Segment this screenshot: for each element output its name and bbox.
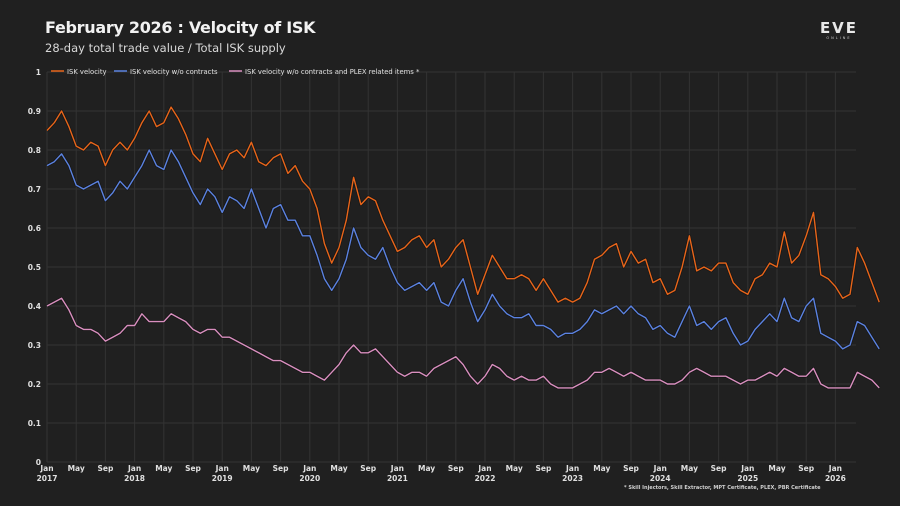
x-tick-year: 2026 bbox=[825, 474, 846, 483]
x-tick-month: Jan bbox=[390, 464, 404, 473]
chart-subtitle: 28-day total trade value / Total ISK sup… bbox=[45, 41, 286, 55]
y-axis-ticks: 0 0.1 0.2 0.3 0.4 0.5 0.6 0.7 0.8 0.9 1 bbox=[28, 68, 41, 467]
x-tick-month: Sep bbox=[711, 464, 727, 473]
series-shadow bbox=[46, 148, 881, 351]
x-tick-month: Sep bbox=[623, 464, 639, 473]
grid-lines bbox=[46, 71, 856, 463]
x-tick-month: Sep bbox=[185, 464, 201, 473]
x-tick-month: Sep bbox=[273, 464, 289, 473]
x-tick-year: 2024 bbox=[650, 474, 671, 483]
x-tick-month: Jan bbox=[653, 464, 667, 473]
logo-sub-text: ONLINE bbox=[826, 36, 852, 40]
y-tick-label: 0.3 bbox=[28, 341, 41, 350]
footnote: * Skill Injectors, Skill Extractor, MPT … bbox=[624, 485, 821, 491]
x-tick-month: Jan bbox=[302, 464, 316, 473]
x-tick-year: 2023 bbox=[562, 474, 583, 483]
x-tick-month: Sep bbox=[798, 464, 814, 473]
y-tick-label: 0.8 bbox=[28, 146, 41, 155]
x-tick-month: Sep bbox=[448, 464, 464, 473]
y-tick-label: 0.6 bbox=[28, 224, 41, 233]
x-tick-month: Jan bbox=[565, 464, 579, 473]
series-line-1 bbox=[46, 106, 880, 303]
x-tick-month: May bbox=[68, 464, 85, 473]
x-tick-month: May bbox=[593, 464, 610, 473]
y-tick-label: 1 bbox=[36, 68, 41, 77]
x-tick-year: 2021 bbox=[387, 474, 408, 483]
x-tick-month: May bbox=[681, 464, 698, 473]
x-tick-year: 2018 bbox=[124, 474, 145, 483]
x-tick-month: May bbox=[418, 464, 435, 473]
series-line-2 bbox=[46, 149, 880, 350]
series-shadow bbox=[45, 105, 881, 304]
x-tick-month: Jan bbox=[215, 464, 229, 473]
y-tick-label: 0 bbox=[36, 458, 41, 467]
x-tick-month: May bbox=[330, 464, 347, 473]
x-tick-month: May bbox=[243, 464, 260, 473]
logo-main-text: EVE bbox=[819, 19, 859, 37]
legend: ISK velocity ISK velocity w/o contracts IS… bbox=[51, 68, 420, 76]
x-tick-year: 2020 bbox=[299, 474, 320, 483]
x-tick-month: Jan bbox=[477, 464, 491, 473]
x-tick-month: Jan bbox=[828, 464, 842, 473]
x-tick-month: May bbox=[768, 464, 785, 473]
y-tick-label: 0.1 bbox=[28, 419, 41, 428]
eve-online-logo: EVE ONLINE bbox=[812, 19, 866, 41]
x-tick-year: 2022 bbox=[475, 474, 496, 483]
x-tick-month: Sep bbox=[360, 464, 376, 473]
y-tick-label: 0.5 bbox=[28, 263, 41, 272]
x-tick-year: 2025 bbox=[737, 474, 758, 483]
x-tick-month: Sep bbox=[535, 464, 551, 473]
x-tick-year: 2017 bbox=[37, 474, 58, 483]
x-tick-month: Jan bbox=[39, 464, 53, 473]
x-tick-month: May bbox=[155, 464, 172, 473]
y-tick-label: 0.7 bbox=[28, 185, 41, 194]
y-tick-label: 0.9 bbox=[28, 107, 41, 116]
chart-title: February 2026 : Velocity of ISK bbox=[45, 18, 316, 37]
x-tick-month: Jan bbox=[740, 464, 754, 473]
legend-label: ISK velocity bbox=[67, 68, 107, 76]
series-line-3 bbox=[46, 297, 880, 389]
x-tick-month: Jan bbox=[127, 464, 141, 473]
x-tick-year: 2019 bbox=[212, 474, 233, 483]
series-lines bbox=[45, 105, 881, 390]
x-tick-month: May bbox=[506, 464, 523, 473]
series-shadow bbox=[46, 296, 881, 390]
x-tick-month: Sep bbox=[97, 464, 113, 473]
legend-label: ISK velocity w/o contracts and PLEX rela… bbox=[245, 68, 420, 76]
y-tick-label: 0.4 bbox=[28, 302, 41, 311]
legend-label: ISK velocity w/o contracts bbox=[130, 68, 218, 76]
y-tick-label: 0.2 bbox=[28, 380, 41, 389]
